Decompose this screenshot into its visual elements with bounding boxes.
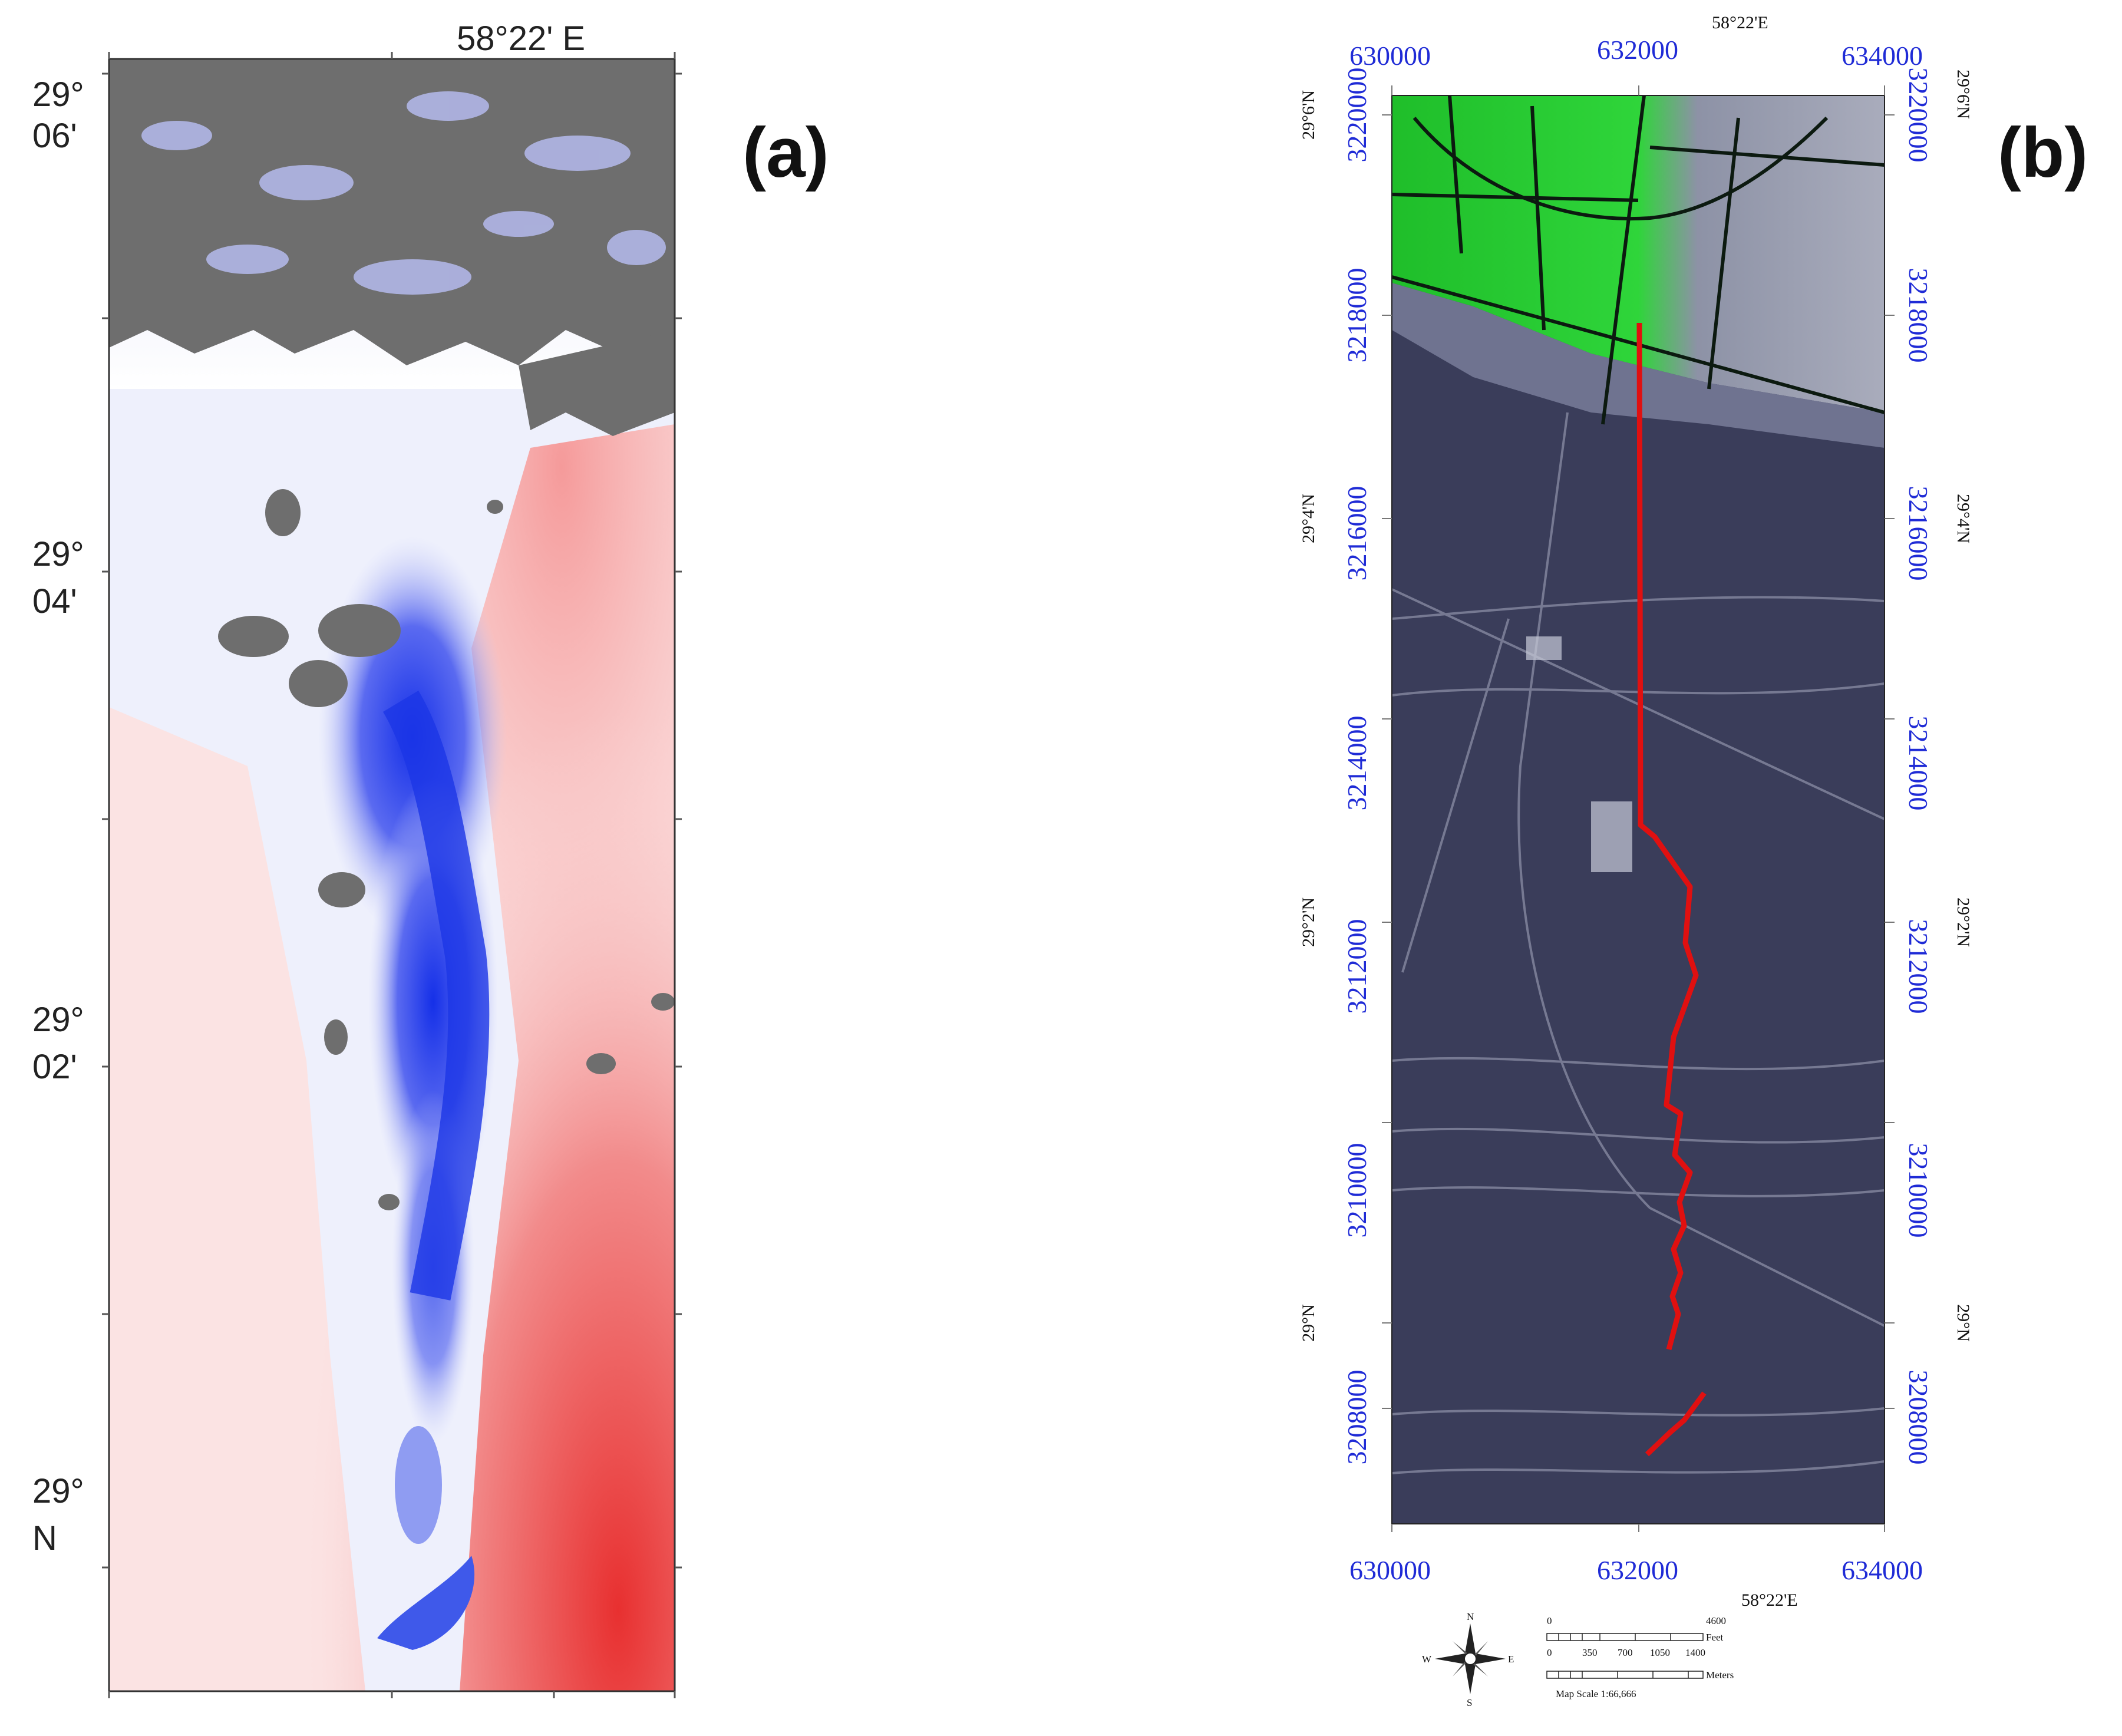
northing-right-3216000: 3216000	[1903, 486, 1933, 581]
northing-right-3220000: 3220000	[1903, 68, 1933, 163]
scale-feet-0: 0	[1547, 1615, 1552, 1626]
ticks-a	[102, 52, 682, 1698]
scale-m-1050: 1050	[1650, 1647, 1670, 1658]
compass-s: S	[1467, 1697, 1472, 1708]
scale-meters-unit: Meters	[1706, 1669, 1734, 1681]
profile-line-south	[1645, 1391, 1707, 1457]
scale-m-700: 700	[1618, 1647, 1633, 1658]
lon-label-top-b: 58°22'E	[1712, 13, 1768, 32]
meters-bar	[1546, 1671, 1704, 1679]
lat-left-29-4: 29°4'N	[1299, 494, 1318, 543]
lat-left-29-2: 29°2'N	[1299, 897, 1318, 947]
northing-right-3212000: 3212000	[1903, 919, 1933, 1014]
lat-right-29: 29°N	[1953, 1304, 1973, 1342]
lon-label-a: 58°22' E	[457, 19, 585, 58]
panel-b-tag: (b)	[1998, 113, 2088, 192]
northing-right-3218000: 3218000	[1903, 268, 1933, 363]
lat-label-00-deg: 29°	[32, 1472, 84, 1510]
lat-label-02-min: 02'	[32, 1048, 77, 1086]
easting-top-632000: 632000	[1597, 35, 1678, 65]
lat-left-29-6: 29°6'N	[1299, 90, 1318, 140]
scale-m-350: 350	[1582, 1647, 1598, 1658]
compass-rose-icon: N E S W	[1422, 1611, 1514, 1708]
panel-a: 58°22' E 29° 06' 29° 04' 29° 02' 29° N (…	[32, 19, 829, 1698]
northing-right-3210000: 3210000	[1903, 1143, 1933, 1238]
city-roads	[1392, 95, 1885, 425]
lat-label-06-min: 06'	[32, 117, 77, 155]
settlement	[1526, 636, 1632, 872]
lat-label-02-deg: 29°	[32, 1001, 84, 1039]
feet-bar	[1546, 1633, 1704, 1641]
northing-left-3218000: 3218000	[1342, 268, 1372, 363]
northing-left-3216000: 3216000	[1342, 486, 1372, 581]
northing-right-3208000: 3208000	[1903, 1370, 1933, 1465]
lat-label-04-min: 04'	[32, 582, 77, 621]
northing-right-3214000: 3214000	[1903, 716, 1933, 811]
compass-w: W	[1422, 1654, 1432, 1665]
northing-left-3220000: 3220000	[1342, 68, 1372, 163]
easting-top-634000: 634000	[1842, 41, 1923, 71]
no-data-mask	[109, 59, 675, 1210]
lat-right-29-2: 29°2'N	[1953, 897, 1973, 947]
scale-feet-4600: 4600	[1706, 1615, 1726, 1626]
ticks-b	[1382, 85, 1895, 1532]
lon-label-bottom-b: 58°22'E	[1741, 1590, 1798, 1610]
panel-b: 630000 632000 634000 630000 632000 63400…	[1299, 13, 2088, 1708]
lat-right-29-4: 29°4'N	[1953, 494, 1973, 543]
northing-left-3210000: 3210000	[1342, 1143, 1372, 1238]
compass-e: E	[1508, 1654, 1514, 1665]
panel-a-tag: (a)	[742, 113, 829, 192]
easting-bottom-632000: 632000	[1597, 1555, 1678, 1585]
map-scale-text: Map Scale 1:66,666	[1556, 1688, 1636, 1699]
lat-left-29: 29°N	[1299, 1304, 1318, 1342]
northing-left-3214000: 3214000	[1342, 716, 1372, 811]
lat-label-04-deg: 29°	[32, 535, 84, 573]
mottled-texture	[141, 91, 666, 295]
easting-top-630000: 630000	[1349, 41, 1431, 71]
deformation-map-a	[109, 59, 675, 1691]
scale-m-0: 0	[1547, 1647, 1552, 1658]
northing-left-3212000: 3212000	[1342, 919, 1372, 1014]
profile-line	[1636, 322, 1699, 1351]
northing-left-3208000: 3208000	[1342, 1370, 1372, 1465]
lat-label-06-deg: 29°	[32, 75, 84, 114]
easting-bottom-634000: 634000	[1842, 1555, 1923, 1585]
scale-m-1400: 1400	[1685, 1647, 1705, 1658]
compass-n: N	[1467, 1611, 1474, 1622]
scale-feet-unit: Feet	[1706, 1632, 1724, 1643]
easting-bottom-630000: 630000	[1349, 1555, 1431, 1585]
lat-right-29-6: 29°6'N	[1953, 70, 1973, 119]
lat-label-00-hem: N	[32, 1519, 57, 1557]
scale-bar: 0 4600 Feet 0 350 700 1050 1400 Meters M…	[1546, 1615, 1734, 1699]
